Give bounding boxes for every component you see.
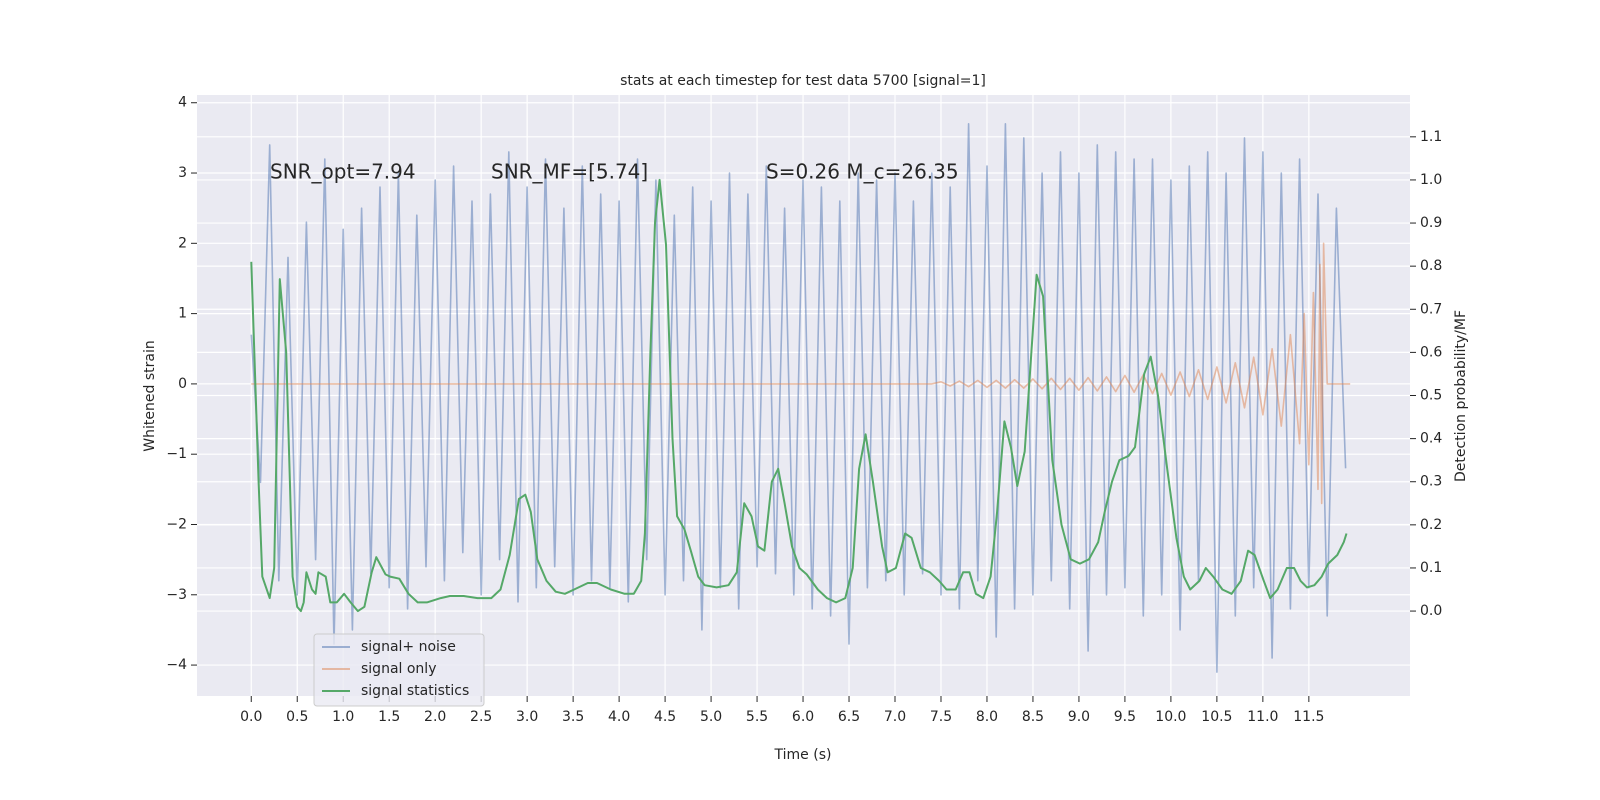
- y-tick-label: −1: [166, 446, 187, 462]
- y-tick-label: 3: [178, 165, 187, 181]
- y2-tick-label: 0.3: [1420, 474, 1442, 490]
- y2-axis-label: Detection probability/MF: [1453, 310, 1469, 482]
- x-tick-label: 1.5: [378, 709, 400, 725]
- y-tick-label: 0: [178, 376, 187, 392]
- x-axis-label: Time (s): [774, 747, 832, 763]
- x-tick-label: 4.0: [608, 709, 630, 725]
- annotation: SNR_MF=[5.74]: [491, 160, 648, 184]
- series-line: [250, 123, 1347, 673]
- y-axis-label: Whitened strain: [142, 340, 158, 451]
- x-tick-label: 0.0: [240, 709, 262, 725]
- x-tick-label: 7.5: [930, 709, 952, 725]
- x-tick-label: 8.0: [976, 709, 998, 725]
- x-tick-label: 5.0: [700, 709, 722, 725]
- x-tick-label: 8.5: [1022, 709, 1044, 725]
- series-line: [250, 178, 1348, 613]
- x-tick-label: 3.5: [562, 709, 584, 725]
- x-tick-label: 2.0: [424, 709, 446, 725]
- legend-label: signal only: [361, 661, 436, 677]
- y2-tick-label: 0.4: [1420, 431, 1442, 447]
- series-line: [251, 242, 1351, 505]
- x-tick-label: 11.5: [1293, 709, 1324, 725]
- x-tick-label: 6.0: [792, 709, 814, 725]
- chart-title: stats at each timestep for test data 570…: [620, 73, 986, 89]
- x-tick-label: 6.5: [838, 709, 860, 725]
- y-tick-label: −4: [166, 657, 187, 673]
- y2-tick-label: 0.2: [1420, 517, 1442, 533]
- y2-tick-label: 0.6: [1420, 344, 1442, 360]
- y2-tick-label: 0.9: [1420, 215, 1442, 231]
- x-tick-label: 10.0: [1155, 709, 1186, 725]
- x-tick-label: 1.0: [332, 709, 354, 725]
- x-tick-label: 5.5: [746, 709, 768, 725]
- x-tick-label: 4.5: [654, 709, 676, 725]
- y2-tick-label: 0.1: [1420, 560, 1442, 576]
- annotation: S=0.26 M_c=26.35: [766, 160, 959, 184]
- y-tick-label: −2: [166, 516, 187, 532]
- y-tick-label: 4: [178, 95, 187, 111]
- y2-tick-label: 0.7: [1420, 301, 1442, 317]
- legend-label: signal statistics: [361, 683, 469, 699]
- x-tick-label: 7.0: [884, 709, 906, 725]
- annotation: SNR_opt=7.94: [270, 160, 416, 184]
- y2-tick-label: 0.5: [1420, 388, 1442, 404]
- y-tick-label: 1: [178, 306, 187, 322]
- legend: signal+ noise signal only signal statistic…: [313, 633, 485, 707]
- y-tick-label: −3: [166, 587, 187, 603]
- y2-tick-label: 1.1: [1420, 129, 1442, 145]
- x-tick-label: 9.0: [1068, 709, 1090, 725]
- x-tick-label: 9.5: [1114, 709, 1136, 725]
- y2-tick-label: 1.0: [1420, 172, 1442, 188]
- x-tick-label: 11.0: [1247, 709, 1278, 725]
- y2-tick-label: 0.8: [1420, 258, 1442, 274]
- x-tick-label: 10.5: [1201, 709, 1232, 725]
- x-tick-label: 2.5: [470, 709, 492, 725]
- legend-label: signal+ noise: [361, 639, 456, 655]
- y2-tick-label: 0.0: [1420, 603, 1442, 619]
- legend-box: [313, 633, 485, 707]
- x-tick-label: 3.0: [516, 709, 538, 725]
- y-tick-label: 2: [178, 235, 187, 251]
- x-tick-label: 0.5: [286, 709, 308, 725]
